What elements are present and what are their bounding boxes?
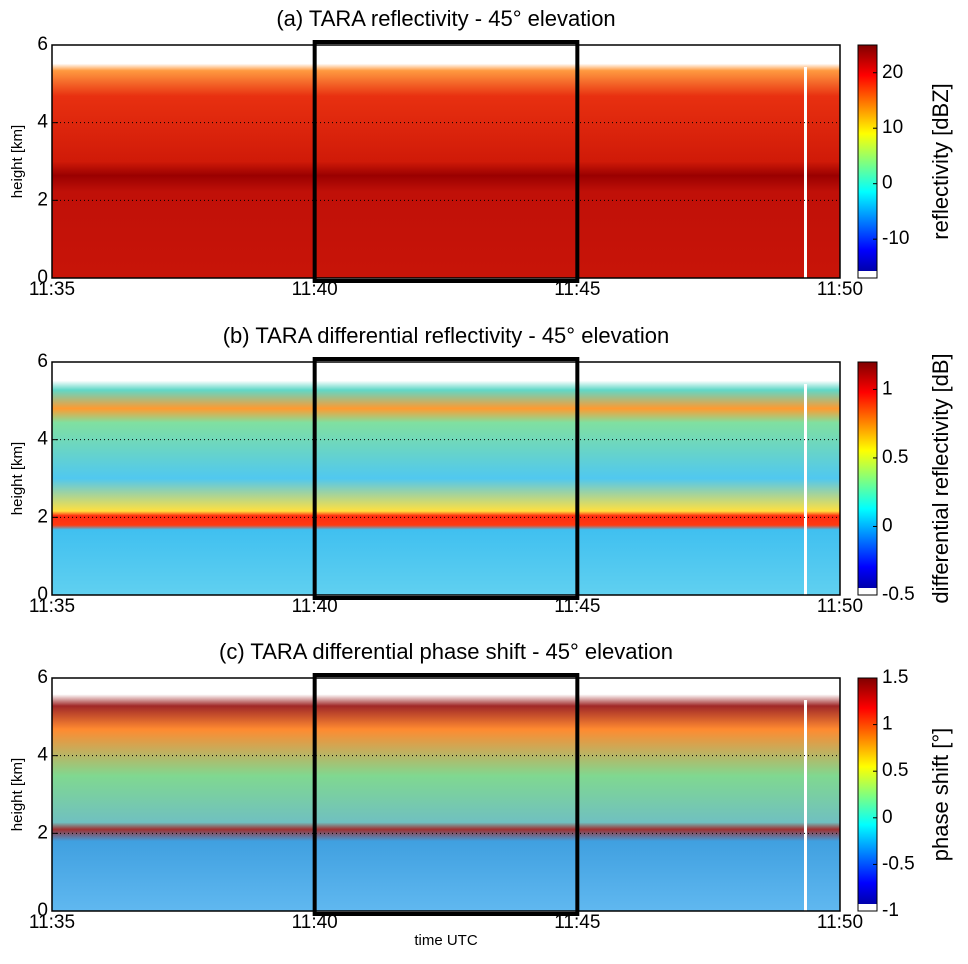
colorbar-tick-label: 20 [882, 62, 903, 83]
panel-title: (b) TARA differential reflectivity - 45°… [223, 323, 670, 348]
x-tick-label: 11:35 [29, 279, 75, 300]
radar-field [52, 362, 840, 595]
panel-title: (c) TARA differential phase shift - 45° … [219, 639, 673, 664]
colorbar-frame [857, 677, 878, 912]
x-tick-label: 11:45 [554, 596, 600, 617]
y-axis-label: height [km] [9, 442, 26, 515]
colorbar-frame [857, 361, 878, 596]
colorbar-tick-label: 0 [882, 515, 893, 536]
x-tick-label: 11:50 [817, 596, 863, 617]
colorbar [858, 362, 877, 595]
x-tick-label: 11:50 [817, 912, 863, 933]
colorbar-label: differential reflectivity [dB] [928, 353, 953, 603]
colorbar-tick-label: 0.5 [882, 447, 908, 468]
colorbar-tick-label: -0.5 [882, 584, 915, 605]
radar-field [52, 45, 840, 278]
colorbar-nodata [858, 271, 877, 278]
colorbar-frame [857, 44, 878, 279]
colorbar-tick-label: 1 [882, 378, 893, 399]
colorbar-tick-label: 0.5 [882, 760, 908, 781]
panel-title: (a) TARA reflectivity - 45° elevation [276, 6, 615, 31]
colorbar [858, 45, 877, 278]
y-axis-label: height [km] [9, 125, 26, 198]
radar-field [52, 678, 840, 911]
plot-frame [51, 677, 841, 912]
highlight-box [312, 673, 580, 916]
x-tick-label: 11:35 [29, 596, 75, 617]
y-tick-label: 0 [37, 900, 48, 921]
colorbar-tick-label: -0.5 [882, 853, 915, 874]
highlight-box [312, 357, 580, 600]
x-tick-label: 11:40 [292, 596, 338, 617]
y-tick-label: 6 [37, 34, 48, 55]
x-tick-label: 11:50 [817, 279, 863, 300]
colorbar-tick-label: 0 [882, 173, 893, 194]
y-tick-label: 6 [37, 351, 48, 372]
y-tick-label: 2 [37, 506, 48, 527]
colorbar-tick-label: -10 [882, 228, 909, 249]
x-axis-label: time UTC [414, 932, 478, 949]
x-tick-label: 11:40 [292, 279, 338, 300]
missing-data-strip [804, 700, 807, 911]
colorbar-tick-label: 1 [882, 714, 893, 735]
y-tick-label: 4 [37, 745, 48, 766]
y-tick-label: 2 [37, 822, 48, 843]
colorbar [858, 678, 877, 911]
colorbar-label: phase shift [°] [928, 728, 953, 862]
plot-frame [51, 361, 841, 596]
x-tick-label: 11:40 [292, 912, 338, 933]
colorbar-nodata [858, 588, 877, 595]
colorbar-tick-label: 1.5 [882, 667, 908, 688]
y-tick-label: 4 [37, 112, 48, 133]
colorbar-nodata [858, 904, 877, 911]
missing-data-strip [804, 384, 807, 595]
colorbar-label: reflectivity [dBZ] [928, 83, 953, 239]
x-tick-label: 11:45 [554, 912, 600, 933]
colorbar-tick-label: 0 [882, 807, 893, 828]
y-tick-label: 4 [37, 429, 48, 450]
plot-frame [51, 44, 841, 279]
y-tick-label: 0 [37, 584, 48, 605]
y-tick-label: 6 [37, 667, 48, 688]
x-tick-label: 11:45 [554, 279, 600, 300]
y-tick-label: 0 [37, 267, 48, 288]
y-tick-label: 2 [37, 189, 48, 210]
missing-data-strip [804, 67, 807, 278]
y-axis-label: height [km] [9, 758, 26, 831]
highlight-box [312, 40, 580, 283]
colorbar-tick-label: 10 [882, 117, 903, 138]
x-tick-label: 11:35 [29, 912, 75, 933]
colorbar-tick-label: -1 [882, 900, 899, 921]
